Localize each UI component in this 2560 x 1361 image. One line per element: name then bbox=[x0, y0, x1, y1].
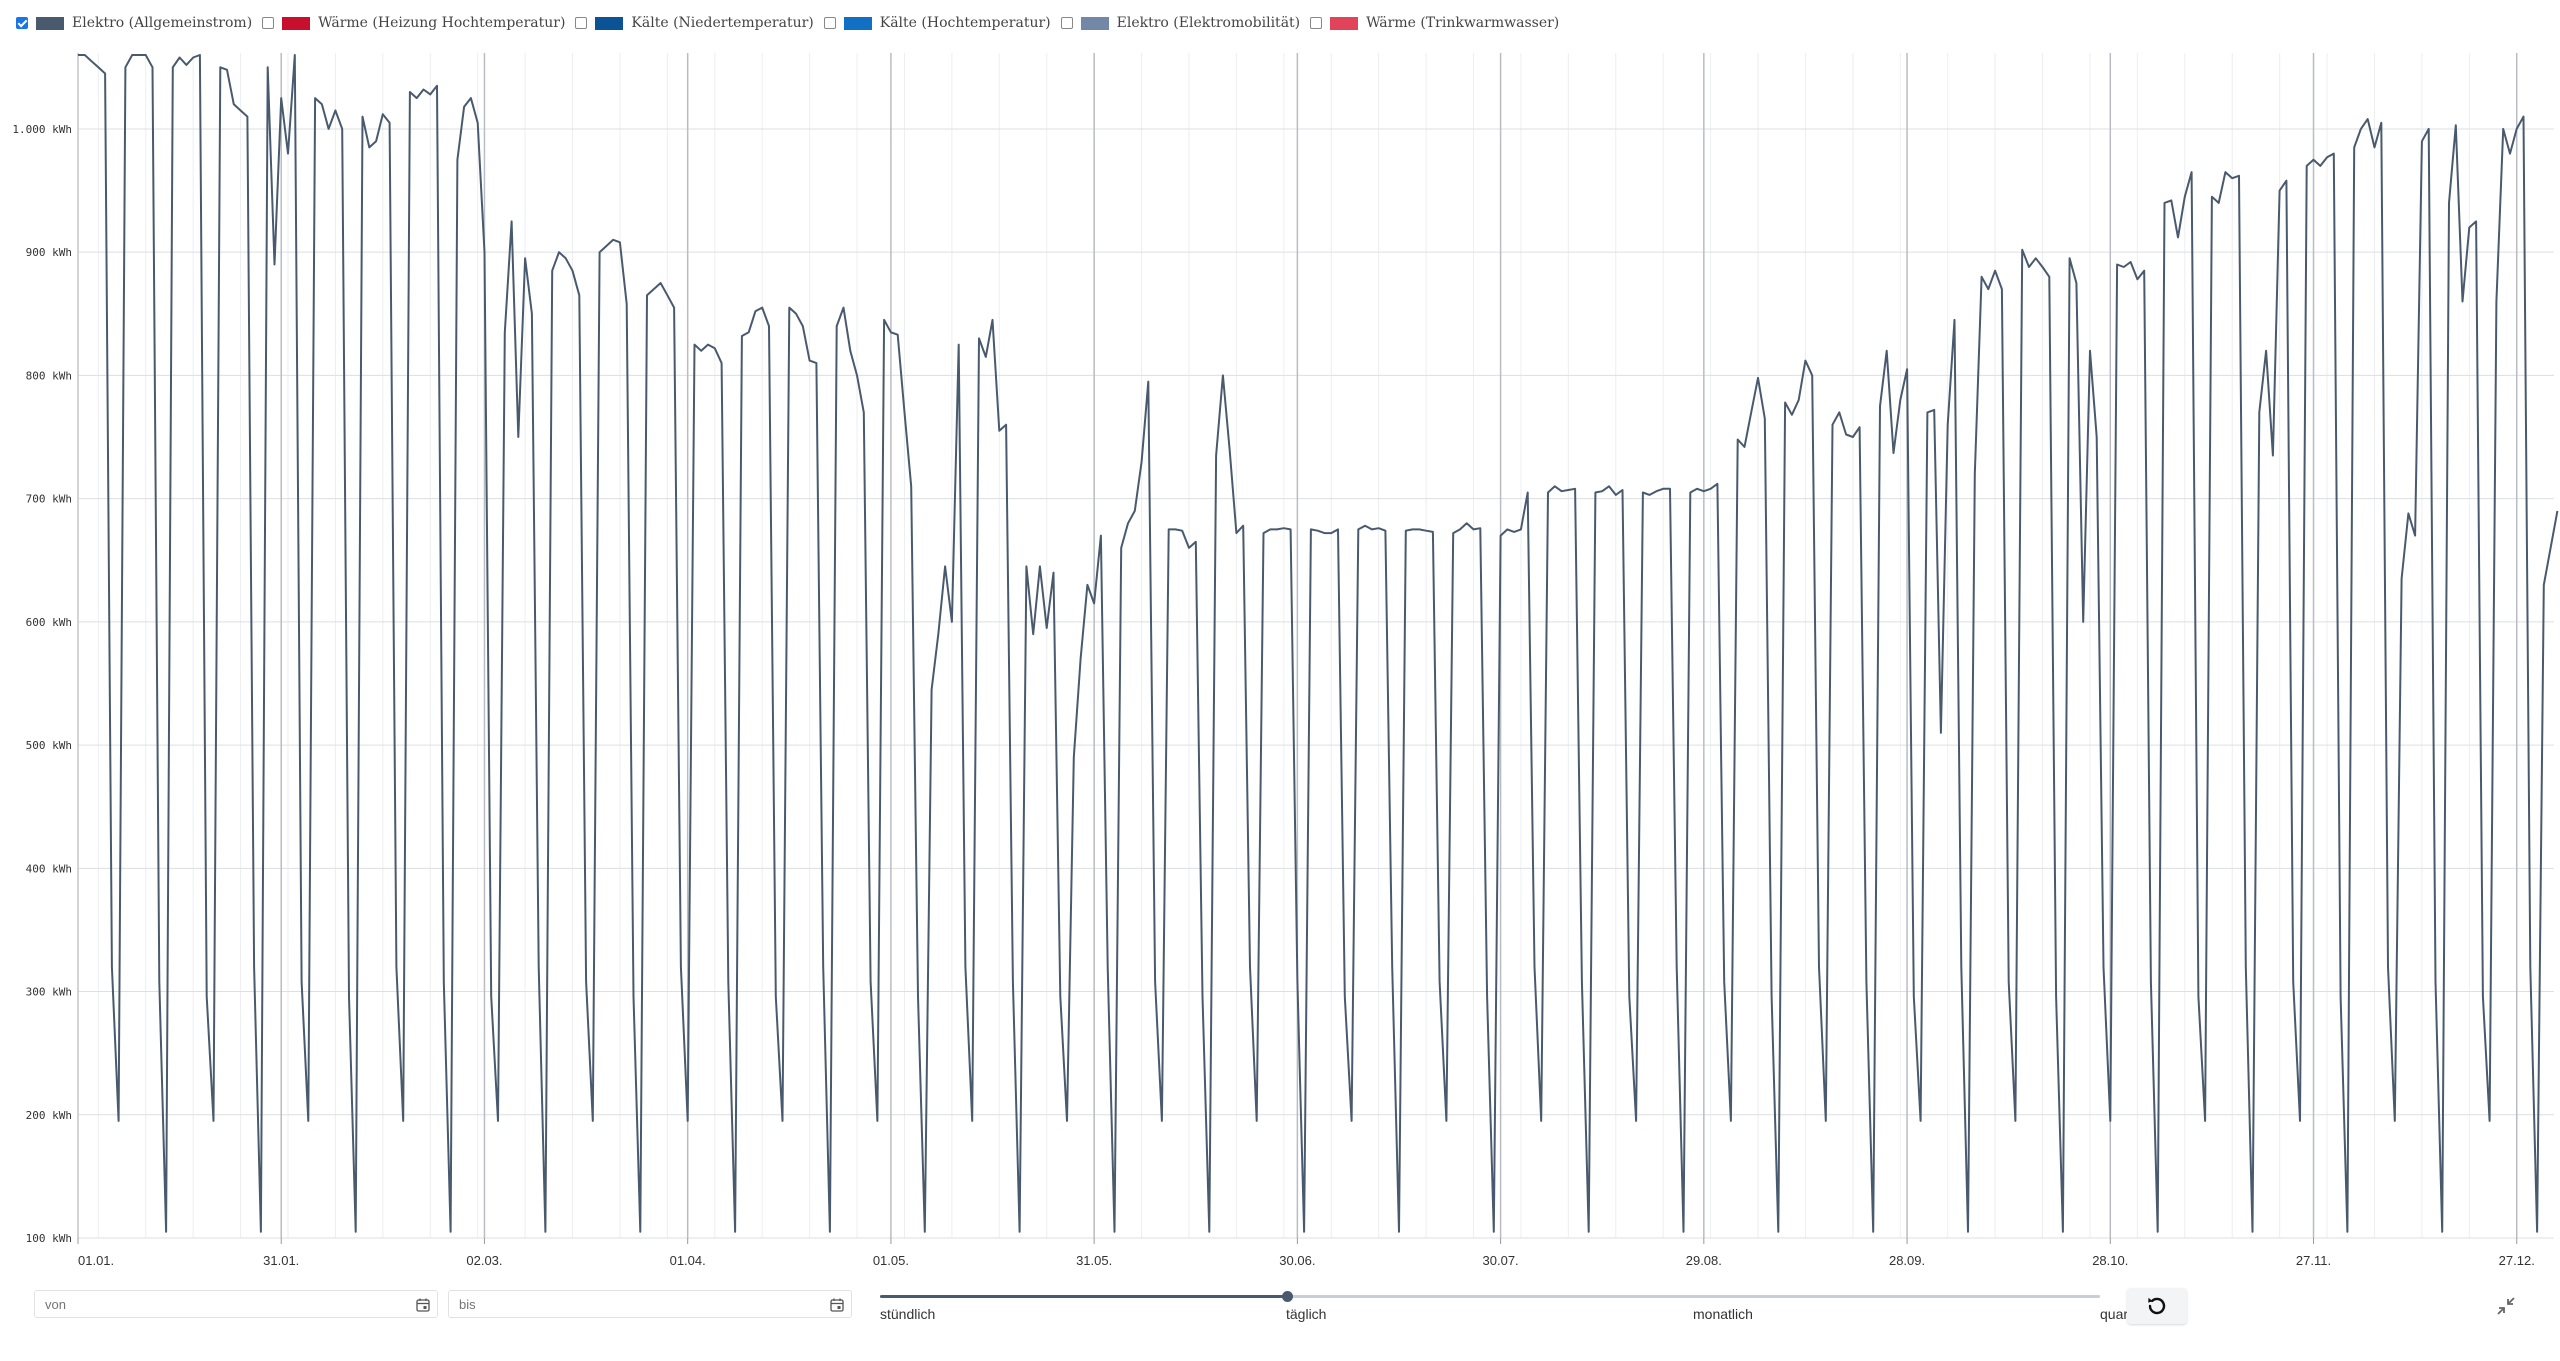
to-date-input[interactable] bbox=[457, 1296, 803, 1313]
x-tick-label: 28.10. bbox=[2092, 1253, 2128, 1268]
resolution-option-monthly[interactable]: monatlich bbox=[1693, 1306, 1753, 1322]
resolution-option-daily[interactable]: täglich bbox=[1286, 1306, 1327, 1322]
reset-zoom-button[interactable] bbox=[2127, 1288, 2187, 1324]
y-tick-label: 400 kWh bbox=[26, 862, 72, 875]
x-tick-label: 30.07. bbox=[1483, 1253, 1519, 1268]
y-tick-label: 900 kWh bbox=[26, 246, 72, 259]
calendar-icon[interactable] bbox=[415, 1297, 431, 1313]
legend-swatch bbox=[36, 16, 64, 30]
x-tick-label: 31.01. bbox=[263, 1253, 299, 1268]
x-tick-label: 01.01. bbox=[78, 1253, 114, 1268]
y-tick-label: 300 kWh bbox=[26, 986, 72, 999]
x-tick-label: 27.12. bbox=[2499, 1253, 2535, 1268]
legend-swatch bbox=[843, 16, 872, 30]
legend-item[interactable]: Elektro (Elektromobilität) bbox=[1060, 15, 1301, 31]
legend-label: Elektro (Elektromobilität) bbox=[1116, 15, 1301, 31]
legend-swatch bbox=[595, 16, 624, 30]
slider-handle[interactable] bbox=[1281, 1291, 1293, 1302]
x-tick-label: 30.06. bbox=[1279, 1253, 1315, 1268]
legend-checkbox[interactable] bbox=[575, 17, 588, 29]
legend-label: Kälte (Niedertemperatur) bbox=[631, 15, 814, 31]
legend-checkbox[interactable] bbox=[262, 17, 275, 29]
legend-checkbox[interactable] bbox=[823, 17, 836, 29]
major-gridlines bbox=[77, 53, 2554, 1239]
y-tick-label: 700 kWh bbox=[26, 493, 72, 506]
series-layer bbox=[78, 54, 2559, 1233]
legend-item[interactable]: Kälte (Niedertemperatur) bbox=[575, 15, 814, 31]
legend-checkbox[interactable] bbox=[1060, 17, 1073, 29]
x-tick-label: 28.09. bbox=[1889, 1253, 1925, 1268]
x-tick-label: 02.03. bbox=[466, 1253, 502, 1268]
legend-item[interactable]: Wärme (Trinkwarmwasser) bbox=[1310, 15, 1559, 31]
slider-fill bbox=[880, 1295, 1287, 1298]
collapse-icon bbox=[2497, 1297, 2515, 1315]
legend-item[interactable]: Wärme (Heizung Hochtemperatur) bbox=[262, 15, 565, 31]
y-tick-label: 600 kWh bbox=[26, 616, 72, 629]
resolution-option-quarterly[interactable]: quartalsweise bbox=[2100, 1306, 2128, 1322]
minor-gridlines bbox=[97, 53, 2518, 1238]
resolution-slider[interactable]: stündlich täglich monatlich quartalsweis… bbox=[880, 1286, 2128, 1326]
y-tick-label: 200 kWh bbox=[26, 1109, 72, 1122]
calendar-icon[interactable] bbox=[829, 1297, 845, 1313]
legend-item[interactable]: Kälte (Hochtemperatur) bbox=[823, 15, 1051, 31]
legend-checkbox[interactable] bbox=[16, 17, 28, 29]
x-axis: 01.01. 31.01. 02.03. 01.04. 01.05. 31.05. 30.0… bbox=[77, 1238, 2535, 1268]
chart-legend: Elektro (Allgemeinstrom) Wärme (Heizung H… bbox=[16, 12, 1569, 34]
exit-fullscreen-button[interactable] bbox=[2492, 1292, 2520, 1320]
legend-checkbox[interactable] bbox=[1310, 17, 1323, 29]
x-tick-label: 01.05. bbox=[873, 1253, 909, 1268]
y-tick-label: 500 kWh bbox=[26, 739, 72, 752]
x-tick-label: 31.05. bbox=[1076, 1253, 1112, 1268]
from-date-input[interactable] bbox=[43, 1296, 389, 1313]
legend-label: Wärme (Trinkwarmwasser) bbox=[1366, 15, 1560, 31]
resolution-option-hourly[interactable]: stündlich bbox=[880, 1306, 936, 1322]
legend-label: Kälte (Hochtemperatur) bbox=[879, 15, 1051, 31]
legend-swatch bbox=[1330, 16, 1359, 30]
reset-icon bbox=[2148, 1297, 2166, 1315]
x-tick-label: 27.11. bbox=[2296, 1253, 2331, 1268]
x-tick-label: 29.08. bbox=[1686, 1253, 1722, 1268]
legend-item[interactable]: Elektro (Allgemeinstrom) bbox=[16, 15, 252, 31]
y-tick-label: 100 kWh bbox=[26, 1232, 72, 1245]
legend-swatch bbox=[1080, 16, 1109, 30]
y-tick-label: 800 kWh bbox=[26, 369, 72, 382]
from-date-field[interactable] bbox=[34, 1290, 438, 1318]
legend-label: Elektro (Allgemeinstrom) bbox=[72, 15, 253, 31]
slider-track[interactable] bbox=[880, 1295, 2100, 1298]
x-tick-label: 01.04. bbox=[670, 1253, 706, 1268]
y-tick-label: 1.000 kWh bbox=[12, 123, 72, 136]
legend-swatch bbox=[282, 16, 311, 30]
to-date-field[interactable] bbox=[448, 1290, 852, 1318]
y-axis: 1.000 kWh 900 kWh 800 kWh 700 kWh 600 kWh 500… bbox=[12, 53, 79, 1245]
line-chart: 1.000 kWh 900 kWh 800 kWh 700 kWh 600 kWh 500… bbox=[12, 53, 2559, 1268]
legend-label: Wärme (Heizung Hochtemperatur) bbox=[318, 15, 566, 31]
series-line-0 bbox=[78, 54, 2559, 1233]
